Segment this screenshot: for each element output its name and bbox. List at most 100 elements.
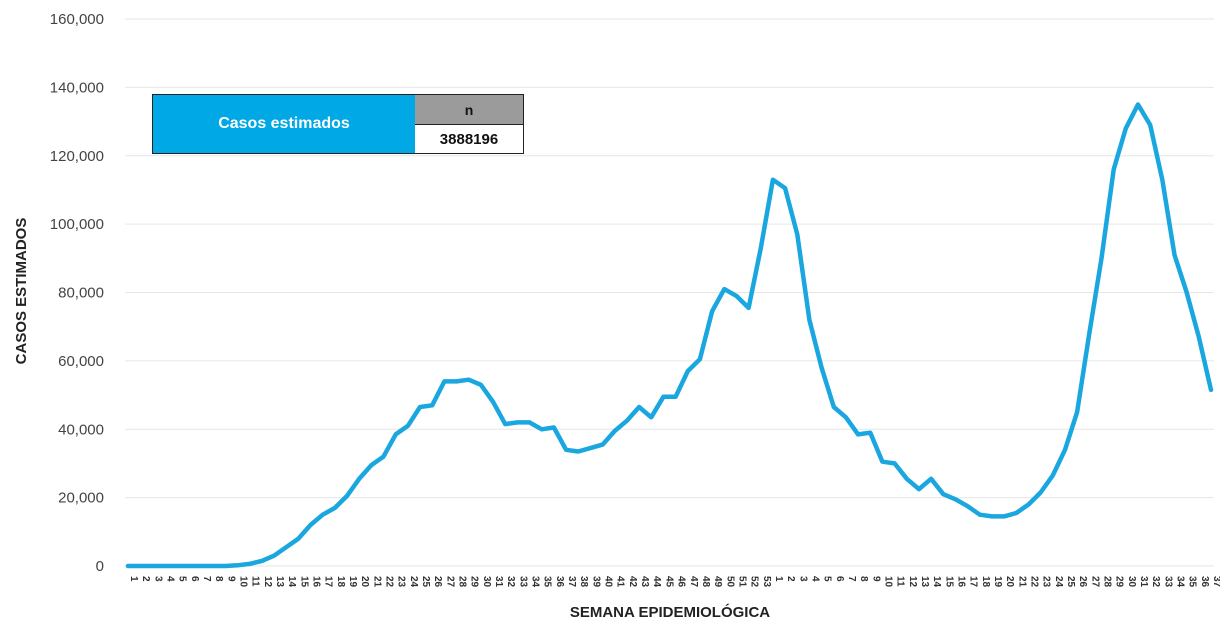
- x-tick-label: 16: [311, 576, 322, 588]
- x-tick-label: 33: [1162, 576, 1173, 588]
- y-axis-title: CASOS ESTIMADOS: [13, 218, 30, 365]
- x-tick-label: 51: [736, 576, 747, 588]
- series-layer: [125, 102, 1214, 569]
- grid-lines: [125, 18, 1214, 567]
- x-tick-label: 9: [225, 576, 236, 582]
- series-line: [125, 102, 1214, 569]
- x-tick-label: 32: [505, 576, 516, 588]
- x-tick-label: 45: [663, 576, 674, 588]
- x-tick-label: 7: [846, 576, 857, 582]
- x-tick-label: 2: [785, 576, 796, 582]
- x-tick-label: 36: [554, 576, 565, 588]
- x-tick-label: 6: [189, 576, 200, 582]
- x-tick-label: 30: [481, 576, 492, 588]
- x-tick-label: 53: [761, 576, 772, 588]
- x-tick-label: 15: [298, 576, 309, 588]
- x-axis-title: SEMANA EPIDEMIOLÓGICA: [570, 603, 770, 621]
- x-tick-label: 11: [250, 576, 261, 587]
- x-tick-label: 5: [177, 576, 188, 582]
- x-tick-label: 1: [128, 576, 139, 582]
- x-tick-label: 20: [359, 576, 370, 588]
- x-tick-label: 17: [323, 576, 334, 588]
- x-tick-label: 30: [1126, 576, 1137, 588]
- x-tick-label: 4: [165, 576, 176, 582]
- x-tick-label: 21: [371, 576, 382, 588]
- x-tick-label: 37: [566, 576, 577, 588]
- x-tick-label: 25: [1065, 576, 1076, 588]
- x-tick-label: 11: [895, 576, 906, 587]
- x-tick-label: 28: [457, 576, 468, 588]
- y-tick-label: 0: [96, 558, 104, 575]
- x-tick-label: 31: [1138, 576, 1149, 588]
- x-tick-label: 37: [1211, 576, 1220, 588]
- x-tick-label: 27: [1089, 576, 1100, 588]
- x-axis-ticks: 1 2 3 4 5 6 7 8 9 10 11 12 13 14 15 16 17 18 19 20 21 22 23 24 2…: [128, 576, 1220, 588]
- x-tick-label: 29: [1114, 576, 1125, 588]
- x-tick-label: 42: [627, 576, 638, 588]
- x-tick-label: 9: [870, 576, 881, 582]
- y-tick-label: 60,000: [58, 353, 104, 370]
- x-tick-label: 10: [238, 576, 249, 588]
- y-tick-label: 20,000: [58, 490, 104, 507]
- x-tick-label: 44: [651, 576, 662, 588]
- x-tick-label: 34: [1174, 576, 1185, 588]
- y-tick-label: 100,000: [50, 216, 104, 233]
- stats-label: Casos estimados: [153, 95, 416, 153]
- x-tick-label: 14: [931, 576, 942, 588]
- x-tick-label: 14: [286, 576, 297, 588]
- x-tick-label: 24: [408, 576, 419, 588]
- x-tick-label: 8: [213, 576, 224, 582]
- x-tick-label: 25: [420, 576, 431, 588]
- x-tick-label: 49: [712, 576, 723, 588]
- stats-header: n: [415, 95, 523, 125]
- x-tick-label: 3: [152, 576, 163, 582]
- x-tick-label: 26: [1077, 576, 1088, 588]
- y-tick-label: 140,000: [50, 79, 104, 96]
- y-tick-label: 160,000: [50, 11, 104, 28]
- x-tick-label: 41: [615, 576, 626, 588]
- x-tick-label: 34: [530, 576, 541, 588]
- y-tick-label: 40,000: [58, 421, 104, 438]
- x-tick-label: 6: [834, 576, 845, 582]
- x-tick-label: 29: [469, 576, 480, 588]
- stats-table: Casos estimados n 3888196: [152, 94, 524, 154]
- x-tick-label: 46: [676, 576, 687, 588]
- x-tick-label: 39: [590, 576, 601, 588]
- x-tick-label: 38: [578, 576, 589, 588]
- y-tick-label: 80,000: [58, 285, 104, 302]
- x-tick-label: 17: [968, 576, 979, 588]
- x-tick-label: 26: [432, 576, 443, 588]
- x-tick-label: 4: [809, 576, 820, 582]
- x-tick-label: 13: [274, 576, 285, 588]
- x-tick-label: 12: [907, 576, 918, 588]
- x-tick-label: 20: [1004, 576, 1015, 588]
- x-tick-label: 2: [140, 576, 151, 582]
- y-axis-ticks: 0 20,000 40,000 60,000 80,000 100,000 120,000 1…: [50, 11, 104, 575]
- x-tick-label: 52: [749, 576, 760, 588]
- x-tick-label: 35: [542, 576, 553, 588]
- x-tick-label: 15: [943, 576, 954, 588]
- x-tick-label: 40: [603, 576, 614, 588]
- x-tick-label: 8: [858, 576, 869, 582]
- x-tick-label: 28: [1101, 576, 1112, 588]
- x-tick-label: 22: [1028, 576, 1039, 588]
- x-tick-label: 18: [335, 576, 346, 588]
- x-tick-label: 27: [444, 576, 455, 588]
- x-tick-label: 16: [955, 576, 966, 588]
- x-tick-label: 23: [1041, 576, 1052, 588]
- x-tick-label: 13: [919, 576, 930, 588]
- x-tick-label: 5: [822, 576, 833, 582]
- x-tick-label: 7: [201, 576, 212, 582]
- x-tick-label: 23: [396, 576, 407, 588]
- x-tick-label: 12: [262, 576, 273, 588]
- x-tick-label: 31: [493, 576, 504, 588]
- x-tick-label: 32: [1150, 576, 1161, 588]
- x-tick-label: 33: [517, 576, 528, 588]
- x-tick-label: 10: [882, 576, 893, 588]
- x-tick-label: 43: [639, 576, 650, 588]
- x-tick-label: 18: [980, 576, 991, 588]
- x-tick-label: 35: [1187, 576, 1198, 588]
- x-tick-label: 24: [1053, 576, 1064, 588]
- x-tick-label: 3: [797, 576, 808, 582]
